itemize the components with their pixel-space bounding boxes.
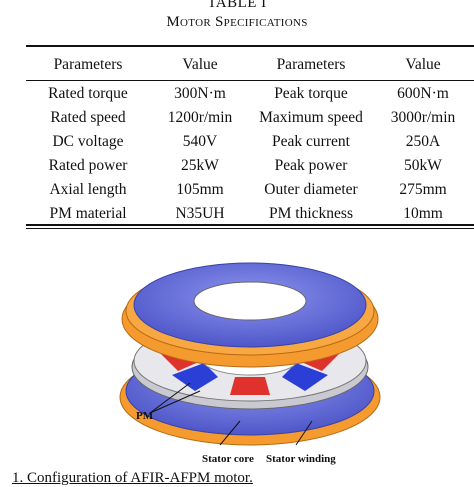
header-value-1: Value <box>182 56 218 73</box>
table-cell: PM thickness <box>269 205 353 222</box>
table-cell: DC voltage <box>52 133 124 150</box>
table-row: Rated torque 300N·m Peak torque 600N·m <box>26 78 474 106</box>
stator-winding-label: Stator winding <box>266 453 336 465</box>
table-cell: N35UH <box>175 205 225 222</box>
table-header-row: Parameters Value Parameters Value <box>26 52 474 78</box>
table-cell: 10mm <box>403 205 443 222</box>
table-cell: Maximum speed <box>259 109 363 126</box>
table-bottom-rule <box>26 224 474 226</box>
table-cell: 300N·m <box>174 85 226 102</box>
figure-caption: 1. Configuration of AFIR-AFPM motor. <box>12 470 253 487</box>
table-cell: Rated power <box>48 157 128 174</box>
header-value-2: Value <box>405 56 441 73</box>
table-row: Rated power 25kW Peak power 50kW <box>26 154 474 178</box>
table-title: Motor Specifications <box>166 14 308 30</box>
table-row: Rated speed 1200r/min Maximum speed 3000… <box>26 106 474 130</box>
table-cell: 50kW <box>404 157 442 174</box>
table-cell: PM material <box>49 205 127 222</box>
table-cell: Peak current <box>272 133 350 150</box>
table-cell: 275mm <box>399 181 447 198</box>
motor-configuration-figure: PM Stator core Stator winding <box>119 262 381 465</box>
table-cell: 105mm <box>176 181 224 198</box>
table-cell: 3000r/min <box>390 109 456 126</box>
table-cell: Peak torque <box>274 85 348 102</box>
table-cell: Outer diameter <box>264 181 358 198</box>
header-parameters-1: Parameters <box>53 56 123 73</box>
table-cell: Rated torque <box>48 85 128 102</box>
table-cell: 540V <box>182 133 218 150</box>
pm-label: PM <box>136 410 154 422</box>
table-row: Axial length 105mm Outer diameter 275mm <box>26 178 474 202</box>
table-top-rule <box>26 45 474 47</box>
figure-leader-lines <box>149 382 313 446</box>
table-row: PM material N35UH PM thickness 10mm <box>26 202 474 226</box>
table-cell: 1200r/min <box>167 109 233 126</box>
table-label: TABLE I <box>207 0 267 11</box>
stator-core-label: Stator core <box>202 453 254 465</box>
table-cell: Peak power <box>274 157 348 174</box>
table-cell: 250A <box>405 133 441 150</box>
table-cell: 25kW <box>181 157 219 174</box>
table-header-rule <box>26 80 474 81</box>
table-cell: 600N·m <box>397 85 449 102</box>
table-bottom-rule-thin <box>26 228 474 229</box>
table-cell: Axial length <box>49 181 127 198</box>
upper-stator <box>121 262 379 368</box>
table-row: DC voltage 540V Peak current 250A <box>26 130 474 154</box>
table-cell: Rated speed <box>50 109 126 126</box>
motor-specifications-table: Parameters Value Parameters Value Rated … <box>26 52 474 226</box>
header-parameters-2: Parameters <box>276 56 346 73</box>
figure-caption-text: 1. Configuration of AFIR-AFPM motor. <box>12 470 253 486</box>
